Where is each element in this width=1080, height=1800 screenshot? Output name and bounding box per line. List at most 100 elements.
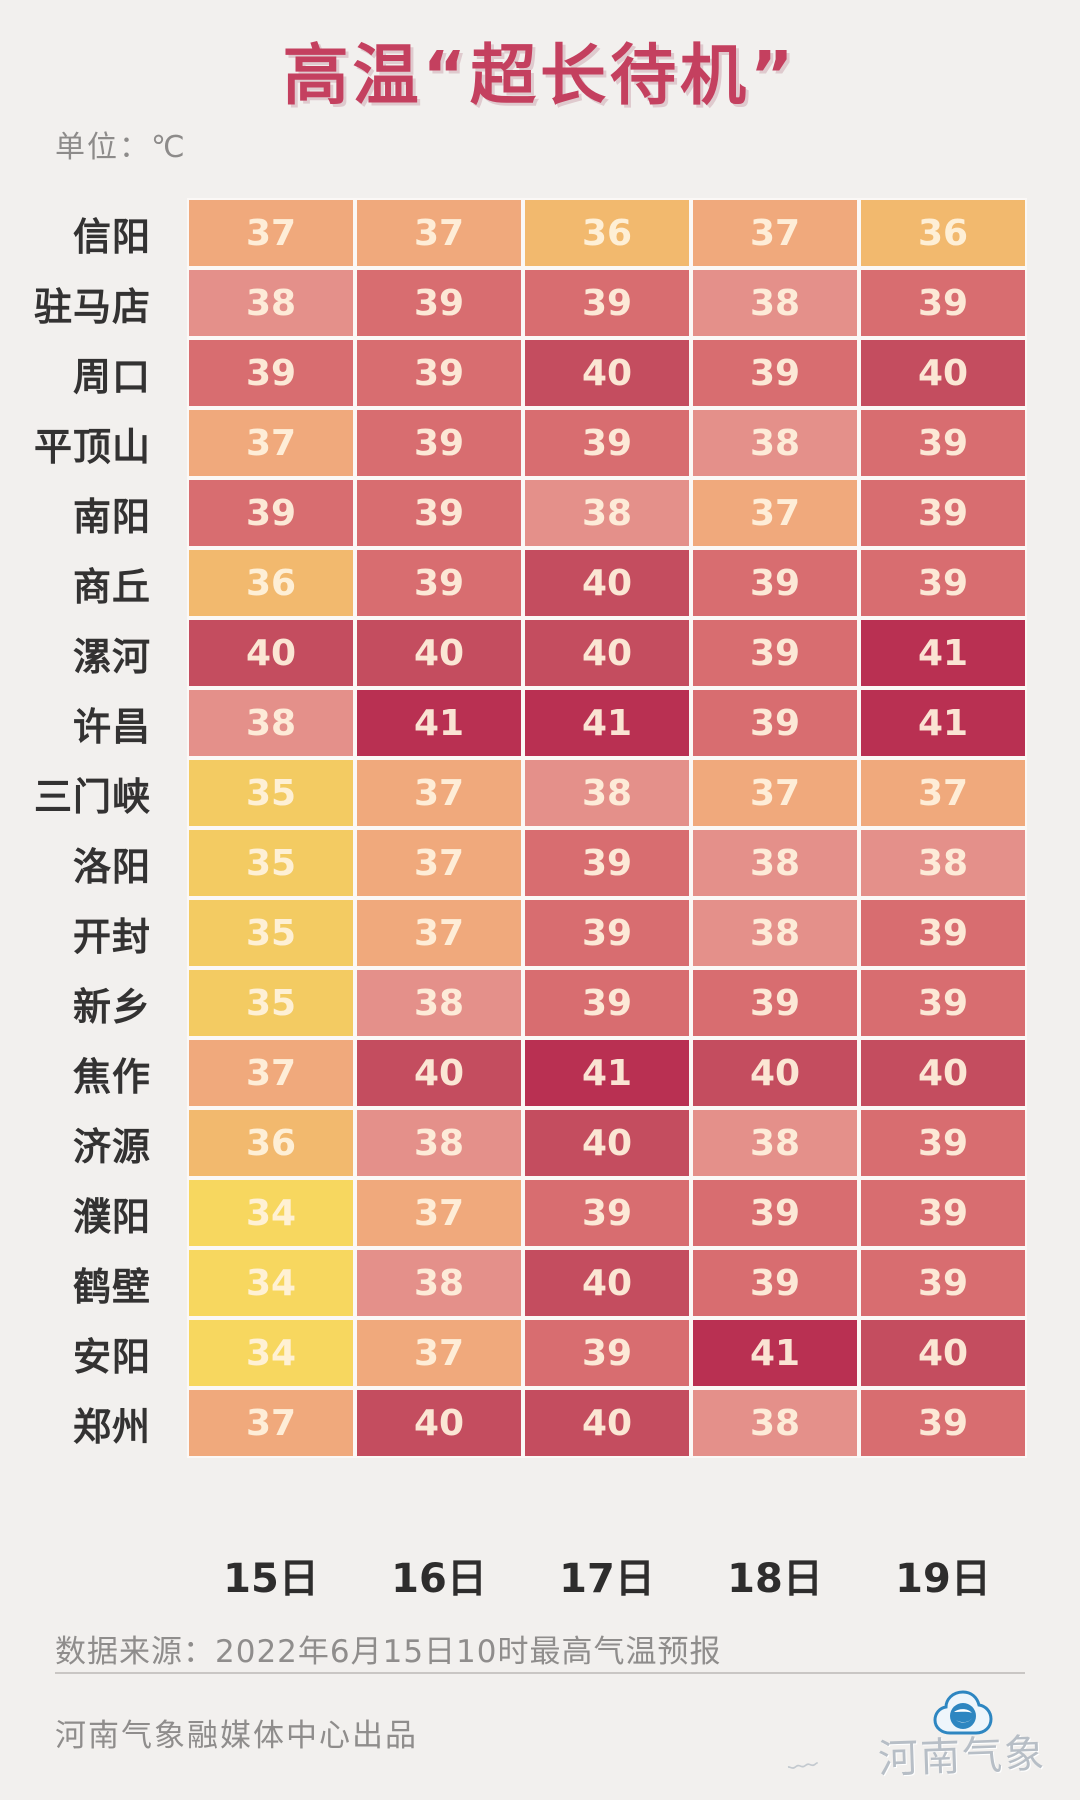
temp-cell: 39: [187, 338, 355, 408]
city-label: 漯河: [72, 634, 151, 679]
temp-cell: 39: [691, 618, 859, 688]
temp-cell: 37: [691, 758, 859, 828]
temp-cell: 40: [691, 1038, 859, 1108]
temp-cell: 39: [859, 548, 1027, 618]
date-label: 18日: [727, 1556, 823, 1602]
temp-cell: 41: [523, 1038, 691, 1108]
temp-cell: 39: [355, 408, 523, 478]
temp-cell: 34: [187, 1248, 355, 1318]
temp-cell: 39: [355, 268, 523, 338]
temp-cell: 39: [859, 968, 1027, 1038]
temp-cell: 39: [691, 338, 859, 408]
temp-cell: 37: [355, 1178, 523, 1248]
temp-cell: 38: [691, 1388, 859, 1458]
temp-cell: 39: [523, 898, 691, 968]
temp-cell: 41: [859, 618, 1027, 688]
producer-credit: 河南气象融媒体中心出品: [55, 1718, 418, 1754]
temp-cell: 40: [187, 618, 355, 688]
temp-cell: 38: [355, 1248, 523, 1318]
city-label: 济源: [72, 1124, 151, 1169]
temp-cell: 38: [691, 268, 859, 338]
temp-cell: 38: [355, 968, 523, 1038]
unit-label: 单位：℃: [55, 130, 187, 165]
temp-cell: 39: [355, 338, 523, 408]
temp-cell: 39: [859, 478, 1027, 548]
temp-cell: 40: [523, 1248, 691, 1318]
temp-cell: 39: [859, 1388, 1027, 1458]
temp-cell: 40: [523, 1388, 691, 1458]
temp-cell: 40: [355, 618, 523, 688]
city-label: 焦作: [72, 1054, 151, 1099]
brand-logo-text: 河南气象: [877, 1731, 1047, 1783]
temp-cell: 39: [859, 268, 1027, 338]
date-axis: 15日 16日 17日 18日 19日: [0, 1538, 1030, 1604]
date-label: 17日: [559, 1556, 655, 1602]
city-label: 南阳: [72, 494, 151, 539]
city-label: 郑州: [72, 1404, 151, 1449]
heatmap-table: 信阳 37 37 36 37 36 驻马店 38 39 39 38 39 周口 39 39 40 39 40 平顶山…: [0, 198, 1030, 1458]
temp-cell: 39: [691, 548, 859, 618]
weather-cloud-icon: [932, 1686, 994, 1748]
temp-cell: 39: [523, 1178, 691, 1248]
temp-cell: 38: [355, 1108, 523, 1178]
temp-cell: 35: [187, 758, 355, 828]
temp-cell: 38: [523, 478, 691, 548]
temp-cell: 39: [187, 478, 355, 548]
city-label: 平顶山: [33, 424, 151, 469]
temp-cell: 37: [187, 198, 355, 268]
temp-cell: 38: [691, 408, 859, 478]
temp-cell: 39: [523, 268, 691, 338]
temp-cell: 37: [355, 828, 523, 898]
temp-cell: 39: [523, 1318, 691, 1388]
temp-cell: 39: [859, 898, 1027, 968]
temp-cell: 40: [523, 1108, 691, 1178]
date-axis-spacer: [0, 1538, 187, 1604]
temp-cell: 39: [859, 408, 1027, 478]
temp-cell: 39: [859, 1248, 1027, 1318]
temp-cell: 38: [691, 828, 859, 898]
city-label: 三门峡: [33, 774, 151, 819]
temp-cell: 37: [187, 408, 355, 478]
city-label: 驻马店: [33, 284, 151, 329]
temp-cell: 37: [691, 478, 859, 548]
temp-cell: 35: [187, 828, 355, 898]
temp-cell: 39: [859, 1108, 1027, 1178]
data-source-note: 数据来源：2022年6月15日10时最高气温预报: [55, 1634, 722, 1670]
city-label: 开封: [72, 914, 151, 959]
date-label: 16日: [391, 1556, 487, 1602]
temp-cell: 40: [355, 1388, 523, 1458]
city-label: 安阳: [72, 1334, 151, 1379]
temp-cell: 39: [691, 968, 859, 1038]
page-title: 高温“超长待机”: [282, 37, 798, 114]
temp-cell: 36: [187, 1108, 355, 1178]
temp-cell: 40: [859, 1038, 1027, 1108]
temp-cell: 40: [859, 338, 1027, 408]
temp-cell: 41: [859, 688, 1027, 758]
temp-cell: 37: [355, 198, 523, 268]
date-label: 19日: [895, 1556, 991, 1602]
temp-cell: 37: [187, 1388, 355, 1458]
temp-cell: 38: [523, 758, 691, 828]
temp-cell: 39: [859, 1178, 1027, 1248]
temp-cell: 39: [355, 478, 523, 548]
temp-cell: 37: [691, 198, 859, 268]
footer-divider: [55, 1672, 1025, 1674]
temp-cell: 35: [187, 898, 355, 968]
temp-cell: 34: [187, 1178, 355, 1248]
temp-cell: 40: [355, 1038, 523, 1108]
city-label: 信阳: [72, 214, 151, 259]
temp-cell: 38: [691, 1108, 859, 1178]
temp-cell: 38: [187, 268, 355, 338]
temp-cell: 37: [355, 758, 523, 828]
temp-cell: 39: [691, 688, 859, 758]
temp-cell: 36: [523, 198, 691, 268]
temp-cell: 40: [523, 618, 691, 688]
temp-cell: 40: [523, 338, 691, 408]
temp-cell: 34: [187, 1318, 355, 1388]
temp-cell: 41: [691, 1318, 859, 1388]
temp-cell: 37: [355, 1318, 523, 1388]
temp-cell: 36: [187, 548, 355, 618]
temp-cell: 38: [691, 898, 859, 968]
temp-cell: 38: [859, 828, 1027, 898]
